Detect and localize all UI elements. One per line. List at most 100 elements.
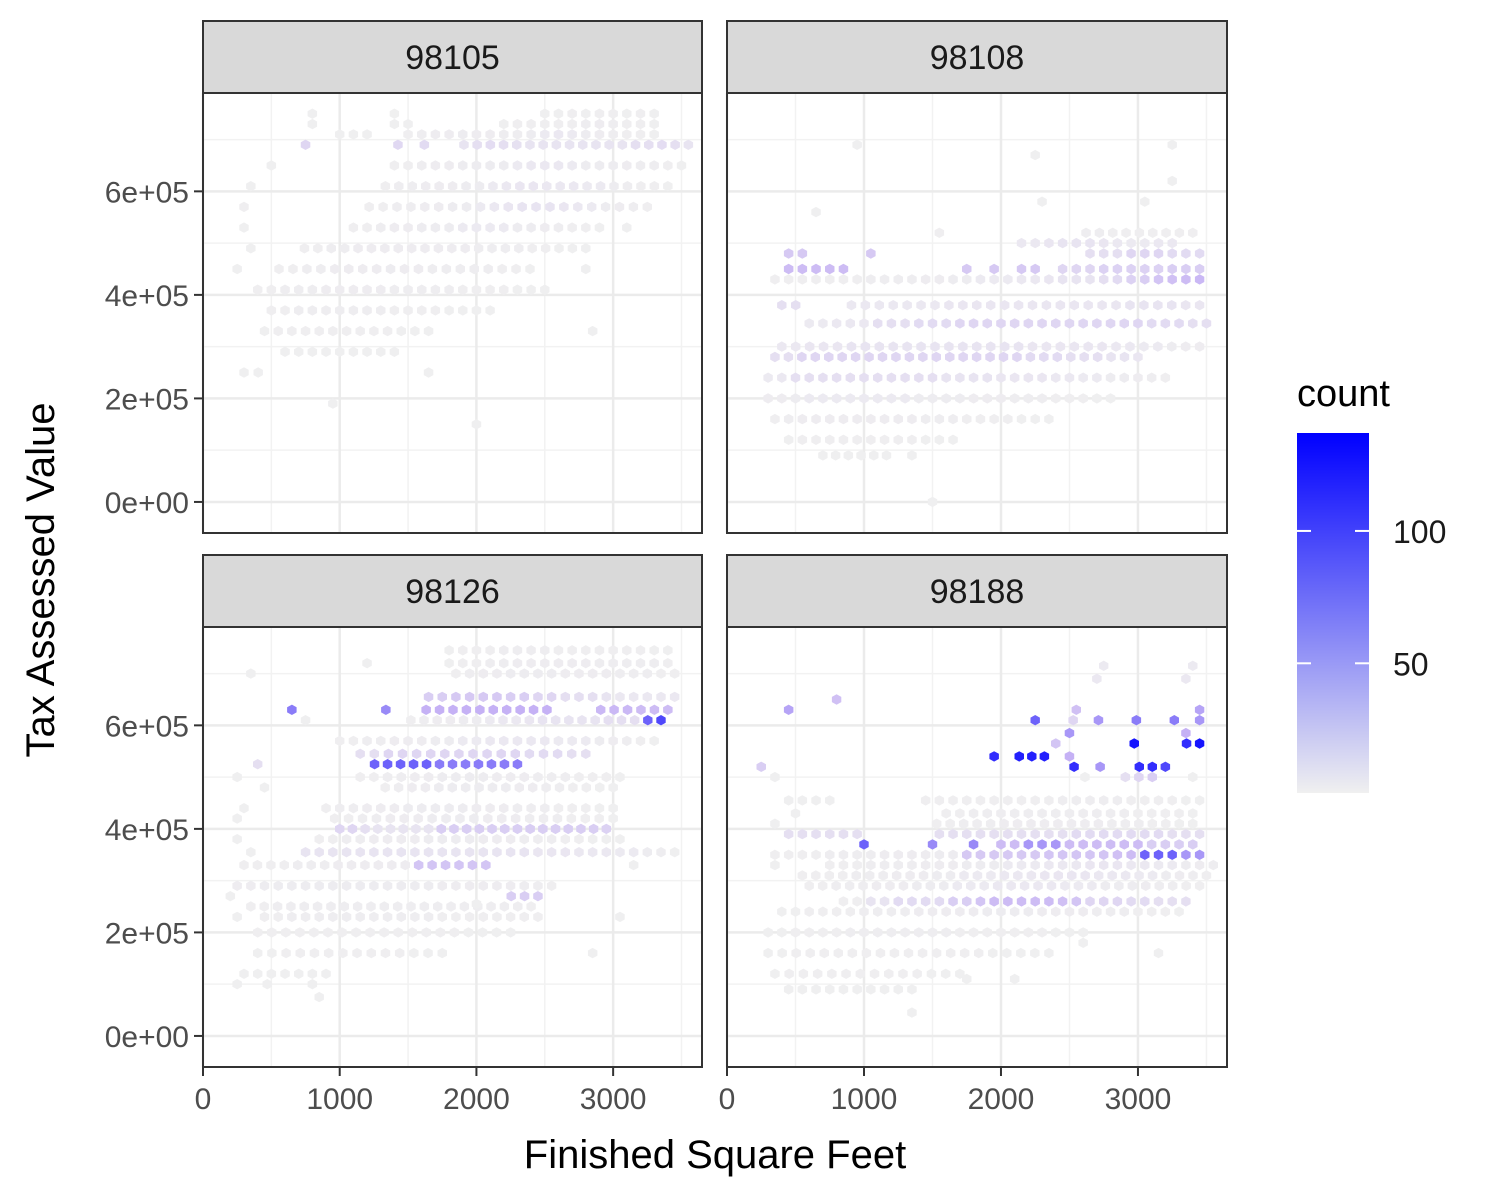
hex-bin (474, 181, 485, 192)
hex-bin (505, 834, 516, 845)
hex-bin (1140, 828, 1150, 840)
hex-bin (335, 823, 345, 835)
hex-bin (339, 901, 349, 912)
hex-bin (649, 645, 659, 656)
hex-bin (763, 947, 773, 959)
hex-bin (314, 880, 324, 891)
hex-bin (986, 300, 996, 311)
hex-bin (526, 222, 536, 233)
hex-bin (362, 284, 372, 295)
hex-bin (1161, 227, 1171, 238)
hex-bin (267, 927, 277, 938)
hex-bin (1161, 870, 1171, 881)
hex-bin (492, 691, 502, 703)
hex-bin (770, 771, 780, 783)
hex-bin (594, 129, 605, 140)
hex-bin (927, 906, 938, 917)
hex-bin (362, 305, 372, 316)
hex-bin (622, 704, 633, 715)
hex-bin (663, 704, 673, 715)
hex-bin (920, 859, 931, 871)
hex-bin (1126, 248, 1136, 259)
hex-bin (253, 968, 263, 979)
hex-bin (1003, 859, 1013, 871)
hex-bin (437, 911, 447, 923)
hex-bin (376, 222, 386, 233)
hex-bin (850, 351, 861, 363)
hex-bin (893, 849, 903, 860)
hex-bin (447, 243, 457, 254)
hex-bin (1085, 859, 1095, 871)
hex-bin (866, 859, 876, 871)
hex-bin (1009, 973, 1020, 985)
hex-bin (1097, 341, 1107, 352)
hex-bin (1174, 906, 1184, 917)
hex-bin (1160, 839, 1171, 850)
legend-tick-label: 50 (1393, 646, 1429, 682)
hex-bin (259, 880, 270, 891)
hex-bin (471, 284, 482, 295)
hex-bin (770, 413, 780, 425)
hex-bin (460, 243, 470, 254)
hex-bin (286, 901, 296, 912)
hex-bin (825, 274, 835, 285)
hex-bin (478, 691, 488, 703)
hex-bin (582, 181, 592, 192)
hex-bin (533, 847, 543, 858)
hex-bin (783, 984, 794, 995)
hex-bin (328, 398, 338, 409)
hex-bin (1066, 818, 1077, 829)
hex-bin (825, 263, 835, 275)
hex-bin (777, 300, 787, 311)
hex-bin (499, 735, 509, 747)
hex-bin (546, 691, 557, 703)
hex-bin (974, 947, 984, 959)
hex-bin (818, 341, 829, 352)
hex-bin (1108, 227, 1118, 238)
hex-bin (1120, 818, 1131, 829)
hex-bin (437, 771, 447, 783)
hex-bin (989, 263, 999, 275)
hex-bin (524, 813, 535, 824)
hex-bin (294, 284, 304, 295)
hex-bin (434, 201, 444, 213)
hex-bin (364, 201, 374, 213)
hex-bin (649, 704, 660, 715)
hex-bin (389, 118, 400, 130)
hex-bin (989, 274, 999, 285)
hex-bin (369, 325, 379, 337)
hex-bin (362, 222, 372, 233)
hex-bin (948, 795, 958, 806)
hex-bin (355, 911, 365, 923)
hex-bin (783, 795, 794, 806)
hex-bin (515, 704, 525, 715)
hex-bin (253, 367, 263, 378)
hex-bin (451, 834, 461, 845)
hex-bin (369, 759, 380, 770)
hex-bin (858, 880, 868, 891)
hex-bin (615, 668, 625, 679)
hex-bin (1119, 351, 1130, 363)
hex-bin (440, 748, 450, 759)
hex-bin (1057, 795, 1068, 806)
legend-tick-label: 100 (1393, 514, 1446, 550)
hex-bin (421, 759, 432, 770)
hex-bin (958, 818, 969, 829)
hex-bin (352, 901, 363, 912)
hex-bin (1023, 839, 1034, 850)
hex-bin (1071, 274, 1081, 285)
hex-bin (968, 906, 979, 917)
hex-bin (635, 108, 646, 119)
hex-bin (1064, 372, 1075, 383)
hex-bin (1057, 859, 1068, 871)
hex-bin (335, 735, 345, 747)
hex-bin (454, 748, 464, 759)
hex-bin (825, 984, 835, 995)
hex-bin (478, 771, 488, 783)
hex-bin (526, 129, 536, 140)
hex-bin (1194, 880, 1205, 891)
hex-bin (1069, 300, 1079, 311)
hex-bin (1153, 859, 1164, 871)
facet-strip (726, 554, 1228, 628)
hex-bin (355, 847, 365, 858)
